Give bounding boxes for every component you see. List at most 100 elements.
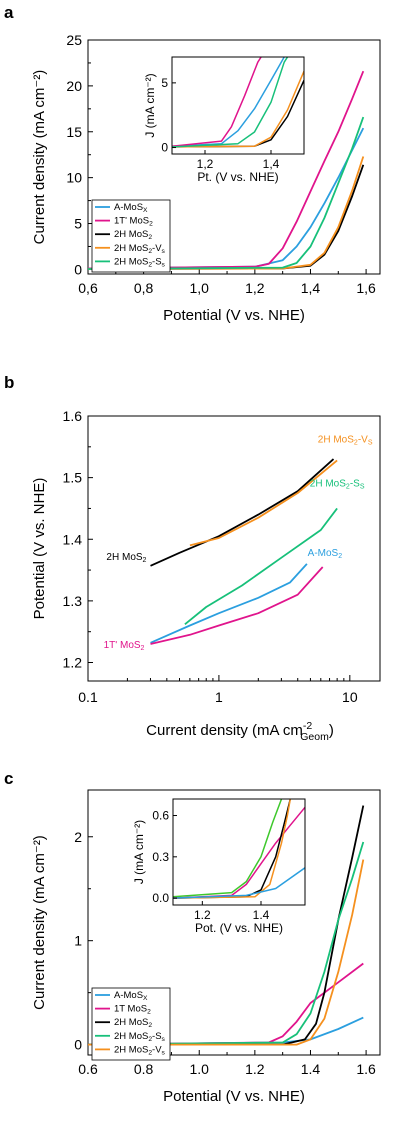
- panel-c-legend-label-A-MoSx-part: X: [143, 995, 148, 1002]
- panel-b-frame: [87, 415, 381, 682]
- panel-c-legend-label-1T-MoS2-part: 2: [147, 1009, 151, 1016]
- panel-b-ytick-label: 1.4: [63, 531, 83, 547]
- panel-c-legend-label-2H-MoS2-Ss: 2H MoS2-Ss: [114, 1031, 166, 1043]
- panel-b-xlabel-end: ): [329, 722, 334, 739]
- panel-a-ytick-label: 15: [66, 124, 82, 140]
- panel-a-legend-label-2H-MoS2-Vs-part: 2: [148, 248, 152, 255]
- panel-b-label-1T-MoS2: 1T' MoS2: [104, 640, 145, 652]
- panel-a-inset-xtick-label: 1,4: [263, 157, 280, 171]
- panel-c-inset: 1.2 1.4 0.0 0.3 0.6 Pot. (V vs. NHE) J (mA cm⁻…: [132, 798, 306, 935]
- panel-a-xtick-label: 1,0: [190, 280, 210, 296]
- panel-a-legend-box: [91, 199, 171, 273]
- panel-a-inset-series-2H-MoS2-Vs: [172, 70, 304, 148]
- panel-c-legend-label-2H-MoS2-Vs-part: s: [162, 1049, 166, 1056]
- panel-c-legend-label-2H-MoS2-Vs: 2H MoS2-Vs: [114, 1044, 166, 1056]
- panel-c-legend-label-2H-MoS2-Ss-part: s: [162, 1036, 166, 1043]
- panel-a-series-2H-MoS2-Ss: [88, 116, 365, 270]
- panel-c-ylabel: Current density (mA cm⁻²): [31, 835, 48, 1010]
- panel-a-legend-label-1T-MoS2-part: 2: [149, 221, 153, 228]
- panel-c-inset-ytick-label: 0.0: [152, 891, 169, 905]
- panel-a-inset-series-2H-MoS2-Ss: [172, 57, 289, 148]
- panel-a-xtick-label: 1,2: [245, 280, 265, 296]
- panel-c-legend-label-2H-MoS2-part: 2: [148, 1022, 152, 1029]
- panel-b-xlabel: Current density (mA cm-2 Geom): [146, 720, 334, 743]
- panel-b-label-2H-MoS2-Ss: 2H MoS2-SS: [310, 478, 365, 490]
- panel-b-ytick-label: 1.5: [63, 470, 83, 486]
- panel-b-xtick-label: 1: [215, 689, 223, 705]
- panel-c-ytick-label: 0: [74, 1037, 82, 1053]
- panel-b-xlabel-sub: Geom: [300, 731, 329, 743]
- panel-c-inset-xlabel: Pot. (V vs. NHE): [195, 921, 283, 935]
- panel-a-inset-ylabel: J (mA cm⁻²): [143, 73, 157, 137]
- panel-b-series-1T-MoS2: [150, 566, 324, 645]
- panel-c-series-2H-MoS2-Ss: [88, 841, 365, 1046]
- panel-a-inset-ytick-label: 5: [161, 76, 168, 90]
- panel-c-xtick-label: 1.0: [190, 1061, 210, 1077]
- panel-a-xtick-label: 1,4: [301, 280, 321, 296]
- panel-b-xtick-label: 10: [342, 689, 358, 705]
- panel-b-xlabel-sup: -2: [303, 720, 312, 732]
- panel-b-label-2H-MoS2-Vs: 2H MoS2-VS: [318, 434, 373, 446]
- panel-b-series-2H-MoS2-Vs: [189, 459, 338, 547]
- panel-b-label-2H-MoS2-Vs-part: -V: [358, 434, 368, 445]
- panel-b-ytick-label: 1.3: [63, 593, 83, 609]
- panel-a-inset-frame: [171, 56, 305, 155]
- panel-b-letter: b: [4, 373, 14, 392]
- panel-a-legend-label-2H-MoS2: 2H MoS2: [114, 229, 152, 241]
- panel-a-series-1T-MoS2: [88, 70, 365, 270]
- panel-a-legend-label-2H-MoS2-Vs: 2H MoS2-Vs: [114, 243, 166, 255]
- panel-a-inset-series-1T-MoS2: [172, 57, 262, 147]
- panel-a-xtick-label: 1,6: [356, 280, 376, 296]
- panel-b-label-2H-MoS2-Ss-part: -S: [350, 478, 360, 489]
- panel-b-ytick-label: 1.2: [63, 655, 83, 671]
- panel-c-inset-xtick-label: 1.4: [253, 908, 270, 922]
- panel-a-legend-label-2H-MoS2-Vs-part: s: [162, 248, 166, 255]
- panel-c-xtick-label: 1.6: [356, 1061, 376, 1077]
- panel-a-ytick-label: 0: [74, 261, 82, 277]
- panel-a-legend-label-1T-MoS2: 1T' MoS2: [114, 216, 153, 228]
- panel-b-series-A-MoSx: [150, 563, 308, 644]
- panel-c-inset-series-green-inset: [173, 799, 283, 898]
- panel-a-inset-ytick-label: 0: [161, 141, 168, 155]
- panel-a-xlabel: Potential (V vs. NHE): [163, 307, 305, 324]
- panel-b-label-A-MoSx-part: 2: [338, 553, 342, 560]
- panel-c-ytick-label: 1: [74, 933, 82, 949]
- panel-b-series-2H-MoS2: [150, 458, 335, 567]
- panel-c-inset-ytick-label: 0.3: [152, 850, 169, 864]
- panel-b-label-A-MoSx: A-MoS2: [308, 548, 343, 560]
- panel-c-series-2H-MoS2-Vs: [88, 859, 365, 1046]
- panel-b-series-2H-MoS2-Ss: [184, 507, 338, 625]
- panel-a-xtick-label: 0,6: [78, 280, 98, 296]
- panel-c-inset-ytick-label: 0.6: [152, 809, 169, 823]
- panel-c-xtick-label: 0.8: [134, 1061, 154, 1077]
- panel-a-legend-label-2H-MoS2-Ss-part: 2: [148, 261, 152, 268]
- panel-c-legend-label-2H-MoS2-Vs-part: 2: [148, 1049, 152, 1056]
- panel-b-xtick-label: 0.1: [78, 689, 98, 705]
- panel-a-frame: [87, 39, 381, 275]
- panel-b-ytick-label: 1.6: [63, 408, 83, 424]
- panel-c-legend-label-2H-MoS2-Ss-part: -S: [152, 1031, 162, 1042]
- panel-c-ytick-label: 2: [74, 829, 82, 845]
- panel-c-inset-ylabel: J (mA cm⁻²): [132, 820, 146, 884]
- panel-c-legend-label-A-MoSx: A-MoSX: [114, 990, 148, 1002]
- panel-b-label-2H-MoS2-Ss-part: S: [360, 483, 365, 490]
- panel-c-legend-box: [91, 987, 171, 1061]
- panel-c-xtick-label: 1.2: [245, 1061, 265, 1077]
- panel-a-ytick-label: 20: [66, 78, 82, 94]
- panel-b-ylabel: Potential (V vs. NHE): [31, 478, 48, 620]
- panel-b-label-2H-MoS2-Ss-part: 2: [346, 483, 350, 490]
- panel-a-inset-bg: [172, 57, 304, 154]
- panel-c-inset-series-A-MoSx: [173, 867, 305, 899]
- panel-c-legend-label-1T-MoS2: 1T MoS2: [114, 1004, 151, 1016]
- panel-a-inset-xlabel: Pt. (V vs. NHE): [197, 170, 278, 184]
- panel-c-letter: c: [4, 769, 13, 788]
- panel-c-chart: 0.6 0.8 1.0 1.2 1.4 1.6 0 1 2 Potential (V vs. NH…: [31, 789, 381, 1105]
- panel-a-ylabel: Current density (mA cm⁻²): [31, 70, 48, 245]
- panel-c-xtick-label: 1.4: [301, 1061, 321, 1077]
- panel-a-inset-xtick-label: 1,2: [197, 157, 214, 171]
- panel-c-xtick-label: 0.6: [78, 1061, 98, 1077]
- panel-c-inset-series-2H-MoS2-Vs: [173, 799, 292, 899]
- panel-c-legend-label-2H-MoS2: 2H MoS2: [114, 1017, 152, 1029]
